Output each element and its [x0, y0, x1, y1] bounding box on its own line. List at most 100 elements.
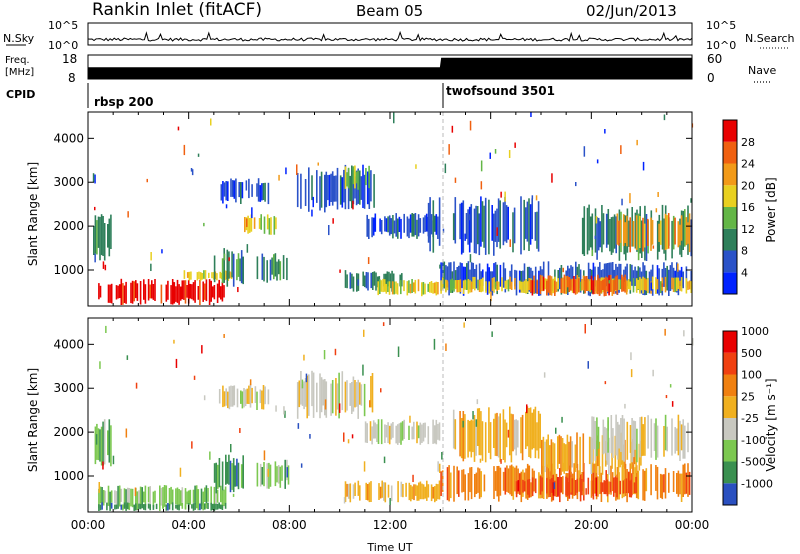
- heatmap-cell: [190, 271, 192, 280]
- heatmap-cell: [528, 278, 530, 291]
- heatmap-cell: [668, 472, 670, 493]
- heatmap-cell: [610, 262, 612, 286]
- heatmap-cell: [579, 477, 582, 492]
- heatmap-cell: [601, 205, 603, 253]
- heatmap-cell: [514, 142, 516, 148]
- heatmap-cell: [210, 118, 212, 126]
- heatmap-cell: [517, 420, 519, 448]
- heatmap-cell: [264, 182, 266, 202]
- heatmap-cell: [409, 283, 412, 294]
- heatmap-cell: [446, 266, 449, 288]
- heatmap-cell: [365, 272, 368, 289]
- heatmap-cell: [366, 214, 368, 237]
- heatmap-cell: [347, 167, 350, 189]
- heatmap-cell: [406, 281, 409, 296]
- heatmap-cell: [596, 159, 599, 164]
- heatmap-cell: [448, 144, 450, 155]
- heatmap-cell: [391, 270, 393, 292]
- heatmap-cell: [316, 170, 318, 203]
- heatmap-cell: [258, 218, 261, 229]
- heatmap-cell: [664, 328, 666, 336]
- heatmap-cell: [637, 266, 640, 290]
- heatmap-cell: [496, 264, 498, 295]
- heatmap-cell: [323, 350, 326, 360]
- heatmap-cell: [416, 219, 418, 239]
- heatmap-cell: [336, 383, 339, 410]
- heatmap-cell: [546, 478, 548, 494]
- heatmap-cell: [102, 490, 105, 506]
- heatmap-cell: [561, 438, 564, 472]
- heatmap-cell: [279, 261, 282, 281]
- heatmap-cell: [135, 280, 137, 299]
- heatmap-cell: [232, 493, 235, 497]
- heatmap-cell: [229, 271, 231, 278]
- heatmap-cell: [199, 503, 201, 511]
- heatmap-cell: [591, 416, 593, 463]
- heatmap-cell: [235, 178, 237, 203]
- heatmap-cell: [416, 485, 418, 501]
- heatmap-cell: [136, 491, 139, 509]
- heatmap-cell: [233, 180, 236, 199]
- heatmap-cell: [205, 485, 208, 505]
- heatmap-cell: [355, 171, 358, 184]
- heatmap-cell: [274, 253, 277, 277]
- heatmap-cell: [541, 275, 543, 292]
- heatmap-cell: [445, 343, 447, 351]
- heatmap-cell: [619, 219, 622, 243]
- heatmap-cell: [562, 277, 564, 294]
- heatmap-cell: [656, 220, 659, 260]
- heatmap-cell: [306, 375, 308, 419]
- heatmap-cell: [433, 215, 436, 232]
- heatmap-cell: [438, 422, 441, 441]
- y-tick-label: 3000: [53, 175, 84, 189]
- heatmap-cell: [477, 467, 479, 493]
- heatmap-cell: [628, 220, 630, 247]
- heatmap-cell: [424, 283, 426, 295]
- heatmap-cell: [427, 202, 430, 243]
- heatmap-cell: [105, 325, 107, 334]
- heatmap-cell: [661, 204, 664, 250]
- heatmap-cell: [637, 470, 640, 500]
- heatmap-cell: [569, 436, 572, 476]
- heatmap-cell: [223, 489, 225, 507]
- heatmap-cell: [690, 219, 692, 257]
- heatmap-cell: [368, 173, 371, 209]
- heatmap-cell: [110, 283, 113, 304]
- heatmap-cell: [322, 379, 324, 406]
- heatmap-cell: [398, 216, 401, 232]
- heatmap-cell: [201, 345, 203, 354]
- heatmap-cell: [403, 213, 405, 233]
- heatmap-cell: [238, 182, 240, 198]
- heatmap-cell: [514, 467, 516, 492]
- heatmap-cell: [639, 417, 641, 458]
- heatmap-cell: [106, 502, 108, 511]
- heatmap-cell: [213, 503, 216, 511]
- beam-title: Beam 05: [356, 2, 423, 20]
- heatmap-cell: [367, 257, 370, 265]
- heatmap-cell: [547, 476, 550, 498]
- heatmap-cell: [346, 483, 348, 497]
- heatmap-cell: [534, 478, 537, 494]
- heatmap-cell: [311, 175, 313, 201]
- heatmap-cell: [626, 421, 629, 460]
- freq-strip: Freq. [MHz] 18 8 60 0 Nave: [5, 52, 776, 85]
- heatmap-cell: [585, 488, 587, 495]
- heatmap-cell: [382, 278, 384, 293]
- heatmap-cell: [154, 490, 156, 503]
- nave-top-tick: 60: [707, 52, 722, 66]
- heatmap-cell: [674, 217, 676, 245]
- heatmap-cell: [358, 170, 361, 189]
- heatmap-cell: [470, 419, 473, 458]
- heatmap-cell: [205, 503, 208, 509]
- heatmap-cell: [163, 485, 166, 507]
- heatmap-cell: [413, 421, 415, 440]
- heatmap-cell: [304, 179, 307, 206]
- heatmap-cell: [517, 480, 519, 492]
- heatmap-cell: [237, 253, 240, 277]
- heatmap-cell: [363, 383, 366, 417]
- heatmap-cell: [591, 464, 593, 495]
- heatmap-cell: [362, 271, 364, 287]
- heatmap-cell: [202, 503, 204, 511]
- y-tick-label: 4000: [53, 131, 84, 145]
- heatmap-cell: [458, 265, 460, 289]
